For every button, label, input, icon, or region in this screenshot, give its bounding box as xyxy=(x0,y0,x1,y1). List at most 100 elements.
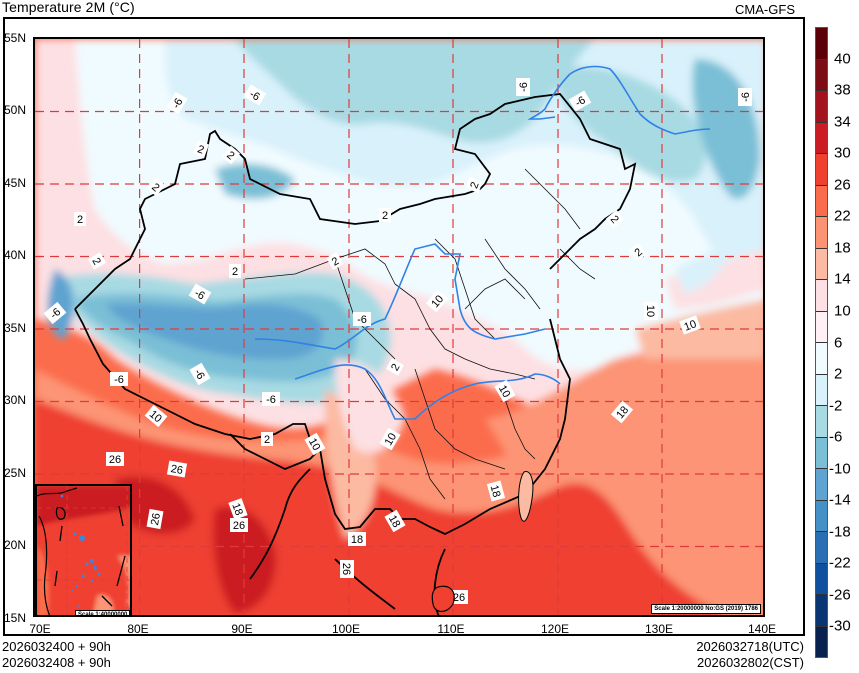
init-time-cst: 2026032408 + 90h xyxy=(2,655,111,670)
svg-text:10: 10 xyxy=(683,318,699,333)
colorbar-segment xyxy=(816,154,827,186)
colorbar-tick-label: -14 xyxy=(829,491,851,509)
colorbar-tick-label: 30 xyxy=(834,144,851,162)
south-china-sea-inset: Scale 1:40000000 xyxy=(35,484,132,615)
init-time-utc: 2026032400 + 90h xyxy=(2,639,111,654)
lat-label-25n: 25N xyxy=(4,466,27,480)
colorbar-tick-label: 14 xyxy=(834,270,851,288)
inset-scale-label: Scale 1:40000000 xyxy=(75,610,130,615)
colorbar-segment xyxy=(816,469,827,501)
svg-text:2: 2 xyxy=(89,256,102,267)
colorbar-segment xyxy=(816,248,827,280)
colorbar-segment xyxy=(816,343,827,375)
colorbar-segment xyxy=(816,28,827,60)
colorbar-segment xyxy=(816,437,827,469)
lon-label-70e: 70E xyxy=(29,622,51,636)
map-scale-label: Scale 1:20000000 No:GS (2019) 1786 xyxy=(651,604,761,614)
lat-label-55n: 55N xyxy=(4,31,27,45)
svg-text:10: 10 xyxy=(496,383,513,400)
svg-text:-6: -6 xyxy=(518,82,530,92)
svg-text:18: 18 xyxy=(229,502,244,518)
colorbar-tick-label: -18 xyxy=(829,523,851,541)
country-border xyxy=(74,93,637,615)
svg-text:26: 26 xyxy=(340,563,352,575)
svg-text:10: 10 xyxy=(306,436,323,453)
colorbar-tick-label: -6 xyxy=(829,428,843,446)
svg-text:2: 2 xyxy=(196,143,206,156)
colorbar-segment xyxy=(816,500,827,532)
colorbar-segment xyxy=(816,595,827,627)
svg-text:2: 2 xyxy=(77,214,83,226)
colorbar-segment xyxy=(816,563,827,595)
colorbar-segment xyxy=(816,122,827,154)
lon-label-80e: 80E xyxy=(127,622,149,636)
model-name: CMA-GFS xyxy=(735,2,795,17)
colorbar-tick-label: -10 xyxy=(829,460,851,478)
lon-label-90e: 90E xyxy=(231,622,253,636)
svg-text:2: 2 xyxy=(382,210,388,222)
colorbar-tick-label: 40 xyxy=(834,50,851,68)
svg-text:26: 26 xyxy=(233,520,245,532)
svg-text:-6: -6 xyxy=(114,374,124,386)
svg-text:26: 26 xyxy=(109,454,121,466)
valid-time-cst: 2026032802(CST) xyxy=(697,655,804,670)
lat-label-45n: 45N xyxy=(4,176,27,190)
colorbar-segment xyxy=(816,311,827,343)
svg-text:10: 10 xyxy=(644,305,656,317)
lat-label-15n: 15N xyxy=(4,611,27,625)
colorbar-segment xyxy=(816,626,827,657)
lat-label-30n: 30N xyxy=(4,393,27,407)
lon-label-120e: 120E xyxy=(540,622,570,636)
rivers xyxy=(254,65,711,420)
svg-text:10: 10 xyxy=(383,431,400,448)
colorbar-tick-label: -22 xyxy=(829,554,851,572)
colorbar-tick-label: 22 xyxy=(834,207,851,225)
lon-label-110e: 110E xyxy=(437,622,465,636)
svg-text:2: 2 xyxy=(389,362,402,373)
svg-text:2: 2 xyxy=(264,434,270,446)
colorbar-segment xyxy=(816,217,827,249)
lat-label-35n: 35N xyxy=(4,321,27,335)
svg-text:-6: -6 xyxy=(740,92,752,102)
colorbar-segment xyxy=(816,91,827,123)
valid-time-utc: 2026032718(UTC) xyxy=(696,639,804,654)
temperature-field: -6 -6 -6 -6 -6 -6 -6 -6 -6 -6 -6 2 2 2 2… xyxy=(35,39,763,615)
svg-text:-6: -6 xyxy=(357,314,367,326)
colorbar-tick-label: 18 xyxy=(834,239,851,257)
svg-text:18: 18 xyxy=(386,513,403,530)
chart-title: Temperature 2M (°C) xyxy=(2,0,135,15)
lat-label-40n: 40N xyxy=(4,248,27,262)
svg-text:26: 26 xyxy=(149,512,163,526)
svg-text:2: 2 xyxy=(232,266,238,278)
colorbar-segment xyxy=(816,374,827,406)
colorbar-tick-label: 38 xyxy=(834,81,851,99)
lon-label-100e: 100E xyxy=(331,622,361,636)
colorbar-tick-label: -2 xyxy=(829,397,843,415)
temperature-map: -6 -6 -6 -6 -6 -6 -6 -6 -6 -6 -6 2 2 2 2… xyxy=(33,37,765,617)
colorbar-tick-label: 2 xyxy=(834,365,843,383)
lat-label-50n: 50N xyxy=(4,103,27,117)
colorbar-tick-label: 10 xyxy=(834,302,851,320)
colorbar-tick-label: 26 xyxy=(834,176,851,194)
lat-label-20n: 20N xyxy=(4,538,27,552)
colorbar-tick-label: -30 xyxy=(829,617,851,635)
colorbar-tick-label: 34 xyxy=(834,113,851,131)
svg-text:18: 18 xyxy=(488,484,503,499)
lon-label-130e: 130E xyxy=(644,622,674,636)
colorbar-segment xyxy=(816,59,827,91)
svg-text:26: 26 xyxy=(170,463,184,477)
lon-label-140e: 140E xyxy=(747,622,777,636)
svg-text:2: 2 xyxy=(330,255,341,268)
province-borders xyxy=(244,168,596,500)
colorbar-tick-label: 6 xyxy=(834,334,843,351)
svg-text:18: 18 xyxy=(351,534,363,546)
colorbar-segment xyxy=(816,406,827,438)
colorbar-tick-label: -26 xyxy=(829,586,851,604)
svg-text:2: 2 xyxy=(468,180,481,190)
colorbar-segment xyxy=(816,185,827,217)
graticule xyxy=(35,39,763,615)
colorbar-segment xyxy=(816,280,827,312)
svg-text:-6: -6 xyxy=(266,394,276,406)
colorbar xyxy=(815,27,828,658)
colorbar-segment xyxy=(816,532,827,564)
